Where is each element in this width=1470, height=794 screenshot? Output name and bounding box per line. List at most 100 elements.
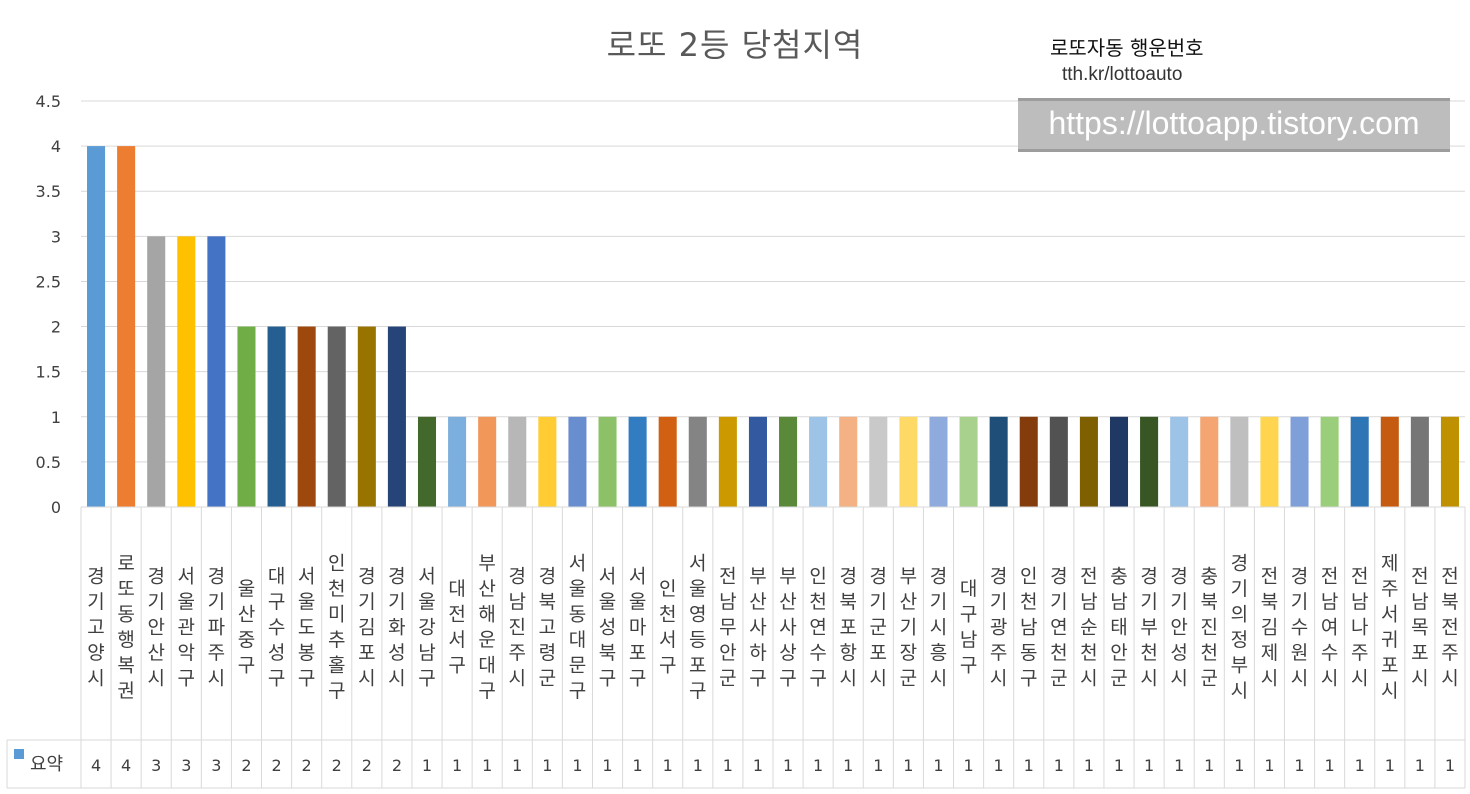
bar xyxy=(87,146,106,507)
data-label: 1 xyxy=(1325,756,1335,775)
data-label: 1 xyxy=(753,756,763,775)
bar xyxy=(177,236,196,508)
y-tick-label: 3.5 xyxy=(36,182,61,201)
watermark-text: https://lottoapp.tistory.com xyxy=(1048,105,1420,141)
data-label: 1 xyxy=(602,756,612,775)
bar xyxy=(417,416,437,507)
y-tick-label: 1.5 xyxy=(36,363,61,382)
bar xyxy=(538,416,557,507)
data-label: 3 xyxy=(181,756,191,775)
data-label: 1 xyxy=(542,756,552,775)
y-tick-label: 2.5 xyxy=(36,272,61,291)
data-label: 1 xyxy=(873,756,883,775)
data-label: 1 xyxy=(1294,756,1304,775)
bar xyxy=(508,416,527,507)
data-label: 1 xyxy=(994,756,1004,775)
bar xyxy=(147,236,166,508)
data-label: 1 xyxy=(1054,756,1064,775)
data-label: 1 xyxy=(693,756,703,775)
data-label: 4 xyxy=(121,756,131,775)
y-tick-label: 4.5 xyxy=(36,92,61,111)
data-label: 1 xyxy=(663,756,673,775)
data-label: 1 xyxy=(723,756,733,775)
data-label: 1 xyxy=(1174,756,1184,775)
bar xyxy=(899,416,918,507)
watermark-banner: https://lottoapp.tistory.com xyxy=(1018,98,1450,152)
data-label: 2 xyxy=(362,756,372,775)
data-label: 1 xyxy=(1084,756,1094,775)
bar xyxy=(748,416,767,507)
data-label: 1 xyxy=(1415,756,1425,775)
bar xyxy=(1410,416,1429,507)
bar xyxy=(568,416,587,507)
bar xyxy=(357,326,376,507)
bar xyxy=(1049,416,1068,507)
bar xyxy=(297,326,316,507)
data-label: 1 xyxy=(422,756,432,775)
bar xyxy=(1230,416,1249,507)
data-label: 1 xyxy=(903,756,913,775)
bar xyxy=(478,416,497,507)
bar xyxy=(658,416,677,507)
data-label: 1 xyxy=(482,756,492,775)
bar xyxy=(207,236,226,508)
bar xyxy=(1260,416,1279,507)
bar xyxy=(1380,416,1399,507)
data-label: 1 xyxy=(1445,756,1455,775)
bar xyxy=(267,326,286,507)
y-tick-label: 1 xyxy=(51,408,61,427)
y-tick-label: 4 xyxy=(51,137,61,156)
data-label: 4 xyxy=(91,756,101,775)
bar xyxy=(598,416,617,507)
data-label: 1 xyxy=(813,756,823,775)
bar xyxy=(1140,416,1159,507)
data-label: 1 xyxy=(572,756,582,775)
data-label: 1 xyxy=(1234,756,1244,775)
legend-label: 요약 xyxy=(30,754,63,775)
data-label: 2 xyxy=(271,756,281,775)
bar xyxy=(1170,416,1189,507)
brand-name: 로또자동 행운번호 xyxy=(1050,36,1204,60)
bar xyxy=(1200,416,1219,507)
y-tick-label: 3 xyxy=(51,227,61,246)
bar xyxy=(869,416,888,507)
data-label: 1 xyxy=(1204,756,1214,775)
bar xyxy=(959,416,978,507)
bar xyxy=(237,326,256,507)
data-label: 3 xyxy=(211,756,221,775)
bar xyxy=(327,326,346,507)
data-label: 2 xyxy=(332,756,342,775)
bar xyxy=(387,326,406,507)
data-label: 1 xyxy=(1024,756,1034,775)
